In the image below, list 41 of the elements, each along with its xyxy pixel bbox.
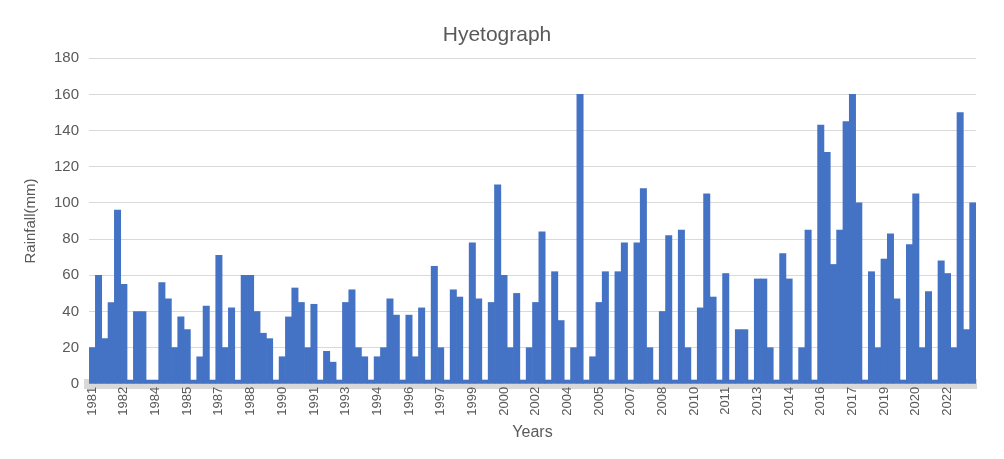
y-tick-label: 100 [54, 193, 80, 211]
y-tick-label: 140 [54, 120, 80, 138]
x-tick-label: 2010 [685, 386, 701, 416]
x-tick-label: 1985 [178, 386, 194, 416]
x-tick-label: 1996 [400, 386, 416, 416]
x-axis-title: Years [512, 422, 553, 440]
x-tick-label: 2017 [844, 386, 860, 416]
y-tick-label: 120 [54, 156, 80, 174]
y-tick-label: 40 [62, 301, 80, 319]
x-tick-label: 2020 [907, 386, 923, 416]
x-tick-label: 1984 [147, 386, 163, 416]
x-tick-label: 2004 [558, 386, 574, 416]
x-tick-label: 2011 [717, 386, 733, 415]
x-tick-label: 1997 [432, 386, 448, 416]
x-tick-label: 2014 [780, 386, 796, 416]
x-tick-label: 1982 [115, 386, 131, 416]
x-tick-label: 1999 [463, 386, 479, 416]
y-axis-title: Rainfall(mm) [21, 178, 39, 264]
x-tick-label: 1981 [83, 386, 99, 416]
x-tick-label: 2005 [590, 386, 606, 416]
y-tick-label: 60 [62, 265, 80, 283]
y-tick-label: 180 [54, 48, 80, 66]
x-tick-label: 1990 [273, 386, 289, 416]
x-tick-label: 2019 [875, 386, 891, 416]
x-tick-label: 2002 [527, 386, 543, 416]
x-tick-label: 2013 [749, 386, 764, 416]
y-tick-label: 80 [62, 229, 80, 247]
x-tick-label: 1994 [368, 386, 384, 416]
chart-title: Hyetograph [442, 22, 552, 46]
x-tick-label: 2007 [622, 386, 638, 416]
x-tick-label: 2000 [495, 386, 511, 416]
y-tick-label: 160 [54, 84, 80, 102]
x-tick-label: 2016 [812, 386, 828, 416]
x-tick-label: 1991 [305, 386, 321, 416]
y-tick-label: 0 [70, 374, 80, 392]
x-tick-label: 2022 [939, 386, 955, 416]
x-tick-label: 1988 [242, 386, 258, 416]
x-tick-label: 2008 [653, 386, 669, 416]
x-tick-label: 1993 [337, 386, 353, 416]
x-tick-label: 1987 [210, 386, 226, 416]
y-tick-label: 20 [62, 337, 80, 355]
